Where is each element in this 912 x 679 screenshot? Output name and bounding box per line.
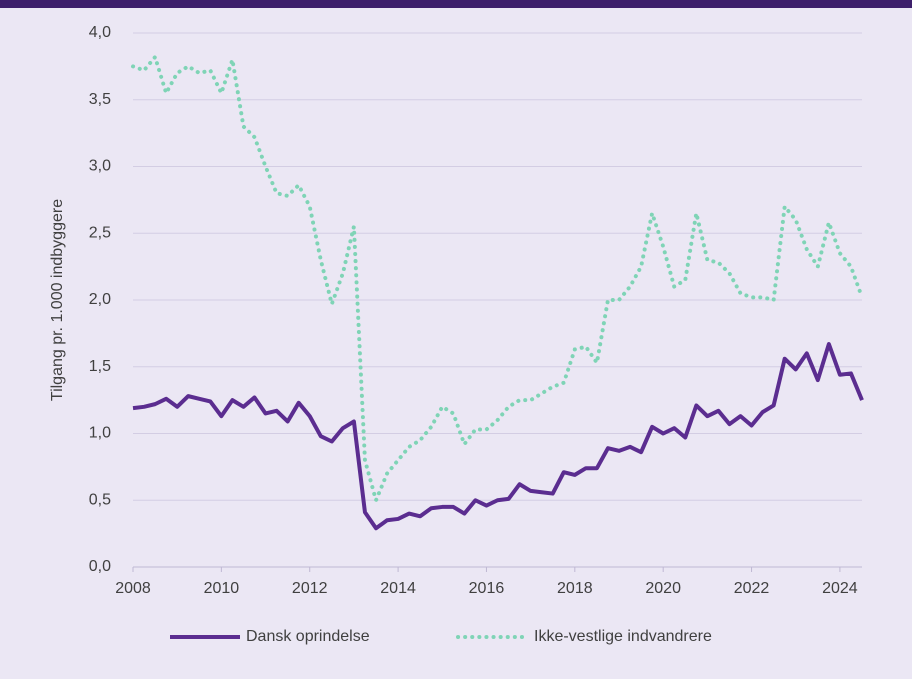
y-tick-label: 3,5: [89, 91, 111, 108]
x-tick-label: 2020: [645, 580, 681, 597]
x-tick-label: 2012: [292, 580, 328, 597]
y-axis-label: Tilgang pr. 1.000 indbyggere: [49, 199, 66, 401]
legend-label: Ikke-vestlige indvandrere: [534, 628, 712, 645]
header-band: [0, 0, 912, 8]
y-tick-label: 1,0: [89, 425, 111, 442]
series-line: [132, 342, 864, 531]
y-tick-label: 4,0: [89, 24, 111, 41]
legend-label: Dansk oprindelse: [246, 628, 370, 645]
y-tick-label: 2,0: [89, 291, 111, 308]
y-tick-label: 1,5: [89, 358, 111, 375]
x-tick-label: 2014: [380, 580, 416, 597]
series-line: [131, 52, 864, 507]
y-tick-label: 0,5: [89, 491, 111, 508]
y-tick-label: 3,0: [89, 158, 111, 175]
x-tick-label: 2024: [822, 580, 858, 597]
y-tick-label: 2,5: [89, 224, 111, 241]
x-tick-label: 2008: [115, 580, 151, 597]
x-tick-label: 2016: [469, 580, 505, 597]
y-tick-label: 0,0: [89, 558, 111, 575]
x-tick-label: 2018: [557, 580, 593, 597]
x-tick-label: 2022: [734, 580, 770, 597]
x-tick-label: 2010: [204, 580, 240, 597]
